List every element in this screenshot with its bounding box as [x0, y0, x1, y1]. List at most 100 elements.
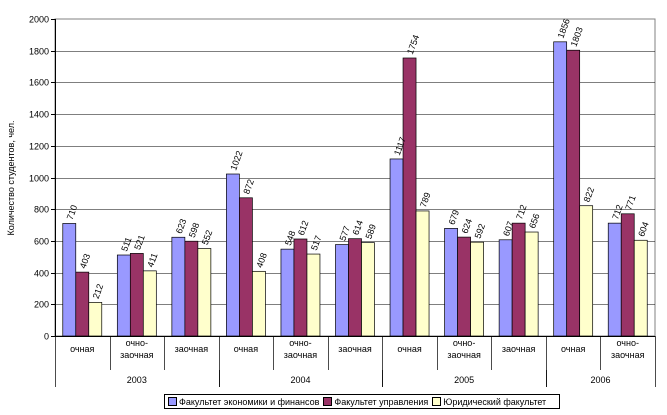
x-axis: очная очно-заочная заочная очная очно-заочна…: [55, 336, 656, 387]
bar: [197, 248, 212, 337]
bar: [88, 302, 103, 337]
data-label: 614: [350, 219, 365, 237]
bar: [348, 238, 362, 337]
data-label: 712: [514, 203, 529, 221]
bar: [566, 49, 581, 337]
y-tick-label: 1600: [29, 78, 49, 88]
data-label: 607: [501, 220, 516, 238]
data-label: 511: [119, 236, 133, 253]
data-label: 604: [636, 220, 651, 238]
bar: [184, 240, 199, 337]
x-tick-label: заочная: [447, 350, 481, 360]
data-label: 552: [200, 229, 215, 247]
bar: [579, 205, 594, 337]
data-label: 517: [309, 234, 324, 252]
y-tick-label: 1400: [29, 110, 49, 120]
bar: [511, 222, 526, 337]
x-tick-label: заочная: [611, 350, 645, 360]
bar: [444, 228, 458, 337]
bar: [62, 223, 77, 337]
bar: [620, 213, 635, 337]
data-label: 679: [447, 209, 462, 227]
bar: [280, 248, 295, 337]
y-tick-label: 400: [34, 269, 49, 279]
bar: [470, 241, 484, 337]
x-tick-label: очно-: [289, 338, 311, 348]
bar: [75, 271, 90, 337]
data-label: 403: [78, 252, 93, 270]
x-tick-label: очная: [234, 344, 258, 354]
y-tick-label: 1000: [29, 174, 49, 184]
legend-item-law: Юридический факультет: [432, 397, 546, 407]
x-tick-label: заочная: [502, 344, 536, 354]
legend-label-law: Юридический факультет: [443, 396, 547, 407]
x-tick-label: очно-: [453, 338, 475, 348]
bar: [415, 210, 430, 337]
data-label: 623: [174, 217, 189, 235]
bars: [62, 41, 648, 337]
bar: [226, 173, 240, 337]
data-label: 408: [254, 251, 269, 269]
legend-swatch-management: [323, 397, 333, 406]
bar: [306, 253, 321, 337]
x-tick-label: очная: [561, 344, 585, 354]
x-tick-label: очная: [397, 344, 421, 354]
bar: [553, 41, 568, 337]
bar: [116, 254, 131, 337]
bar: [171, 236, 186, 337]
data-label: 589: [363, 223, 378, 241]
year-label: 2005: [454, 375, 474, 385]
data-label: 624: [460, 217, 475, 235]
data-label: 577: [337, 225, 352, 243]
data-label: 712: [610, 203, 625, 221]
bar: [402, 57, 417, 337]
year-label: 2004: [290, 375, 310, 385]
x-tick-label: очно-: [616, 338, 638, 348]
x-tick-label: очная: [70, 344, 94, 354]
bar: [335, 244, 349, 337]
bar: [293, 238, 308, 337]
data-label: 411: [145, 252, 159, 269]
bar: [252, 270, 266, 337]
bar: [498, 239, 513, 337]
data-label: 212: [91, 283, 106, 301]
y-tick-label: 1800: [29, 47, 49, 57]
bar: [361, 242, 375, 337]
y-tick-label: 0: [44, 332, 49, 342]
y-tick-label: 200: [34, 300, 49, 310]
year-label: 2006: [590, 375, 610, 385]
x-tick-label: заочная: [338, 344, 372, 354]
data-label: 656: [527, 212, 542, 230]
bar: [524, 231, 539, 337]
year-label: 2003: [127, 375, 147, 385]
x-tick-label: заочная: [175, 344, 209, 354]
data-label: 872: [241, 178, 256, 196]
data-label: 771: [623, 194, 638, 212]
legend: Факультет экономики и финансов Факультет…: [164, 394, 560, 409]
data-label: 598: [187, 221, 202, 239]
data-label: 548: [283, 229, 298, 247]
y-tick-label: 600: [34, 237, 49, 247]
y-axis-ticks: 0 200 400 600 800 1000 1200 1400 1600 1800 2000: [29, 15, 56, 342]
y-axis-label: Количество студентов, чел.: [6, 121, 16, 236]
y-tick-label: 800: [34, 205, 49, 215]
x-tick-label: заочная: [120, 350, 154, 360]
bar: [129, 253, 144, 337]
bar: [633, 239, 648, 337]
legend-item-economics: Факультет экономики и финансов: [168, 397, 319, 407]
y-tick-label: 2000: [29, 15, 49, 25]
bar: [142, 270, 157, 337]
bar: [607, 222, 622, 337]
data-label: 710: [65, 204, 80, 222]
x-tick-label: заочная: [284, 350, 318, 360]
x-tick-label: очно-: [126, 338, 148, 348]
legend-swatch-economics: [168, 397, 177, 406]
legend-label-management: Факультет управления: [334, 396, 429, 407]
bar: [389, 158, 404, 337]
legend-swatch-law: [432, 397, 442, 406]
y-tick-label: 1200: [29, 142, 49, 152]
data-label: 789: [418, 191, 433, 209]
data-label: 592: [473, 222, 488, 240]
data-label: 612: [296, 219, 311, 237]
